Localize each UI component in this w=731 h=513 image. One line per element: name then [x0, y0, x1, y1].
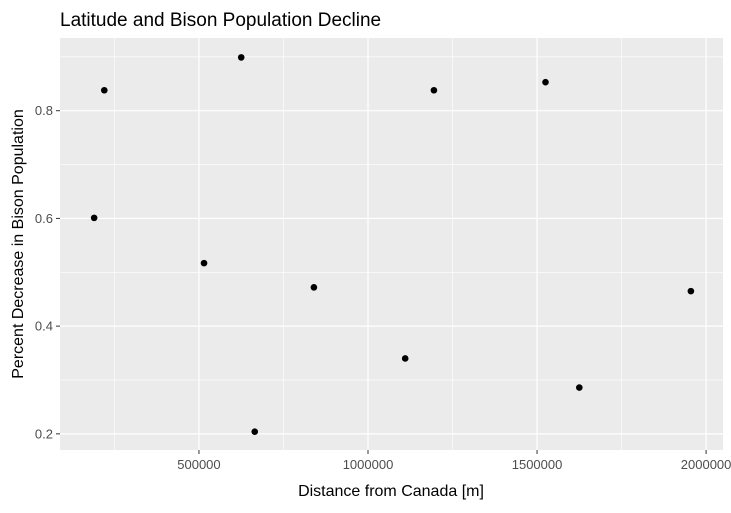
data-point: [310, 284, 318, 291]
minor-gridlines: [60, 38, 723, 450]
major-gridlines: [60, 38, 723, 450]
data-point: [687, 287, 695, 295]
x-axis-title: Distance from Canada [m]: [298, 483, 484, 500]
x-axis-ticks: 500000 1000000 1500000 2000000: [177, 450, 731, 472]
plot-panel: [60, 38, 723, 450]
y-tick-label: 0.6: [35, 211, 53, 226]
y-tick-label: 0.2: [35, 426, 53, 441]
y-tick-label: 0.4: [35, 319, 53, 334]
x-tick-label: 2000000: [681, 457, 731, 472]
data-point: [237, 54, 245, 61]
data-point: [90, 214, 98, 222]
x-tick-label: 1500000: [512, 457, 563, 472]
x-tick-label: 500000: [177, 457, 220, 472]
chart-title: Latitude and Bison Population Decline: [60, 10, 381, 31]
data-points: [90, 54, 695, 435]
y-axis-ticks: 0.2 0.4 0.6 0.8: [35, 103, 60, 441]
data-point: [401, 355, 409, 362]
y-tick-label: 0.8: [35, 103, 53, 118]
data-point: [251, 428, 259, 435]
data-point: [542, 78, 549, 86]
y-axis-title: Percent Decrease in Bison Population: [10, 109, 27, 379]
data-point: [100, 86, 108, 94]
data-point: [200, 259, 208, 267]
data-point: [430, 86, 438, 94]
data-point: [576, 384, 583, 391]
x-tick-label: 1000000: [343, 457, 394, 472]
